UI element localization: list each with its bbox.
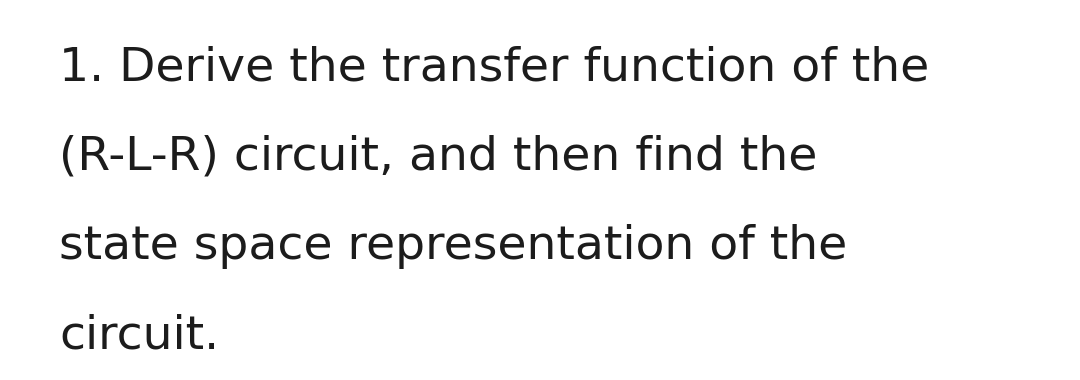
Text: state space representation of the: state space representation of the [59,224,848,269]
Text: (R-L-R) circuit, and then find the: (R-L-R) circuit, and then find the [59,135,818,180]
Text: 1. Derive the transfer function of the: 1. Derive the transfer function of the [59,46,930,90]
Text: circuit.: circuit. [59,314,219,358]
